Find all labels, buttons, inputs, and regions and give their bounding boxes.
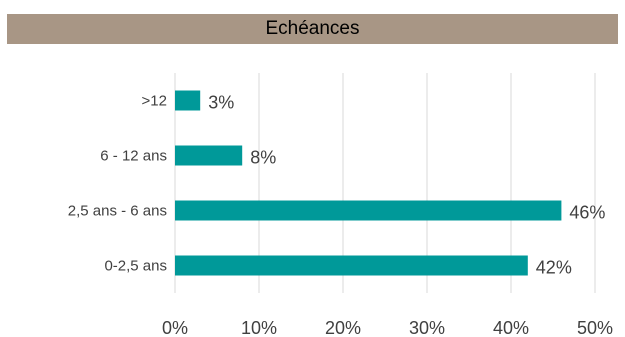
category-label: 0-2,5 ans [104,258,167,275]
bar [175,90,201,111]
bar [175,255,528,276]
category-label: 6 - 12 ans [100,148,167,165]
data-label: 42% [536,258,572,278]
x-tick-label: 30% [409,318,445,337]
data-label: 3% [208,93,234,113]
data-label: 46% [569,203,605,223]
x-tick-label: 10% [241,318,277,337]
category-label: >12 [142,93,167,110]
x-tick-label: 50% [577,318,613,337]
category-label: 2,5 ans - 6 ans [68,203,167,220]
bar [175,145,243,166]
x-tick-label: 40% [493,318,529,337]
bar [175,200,562,221]
x-tick-label: 20% [325,318,361,337]
x-tick-label: 0% [162,318,188,337]
chart-title: Echéances [7,14,618,44]
data-label: 8% [250,148,276,168]
